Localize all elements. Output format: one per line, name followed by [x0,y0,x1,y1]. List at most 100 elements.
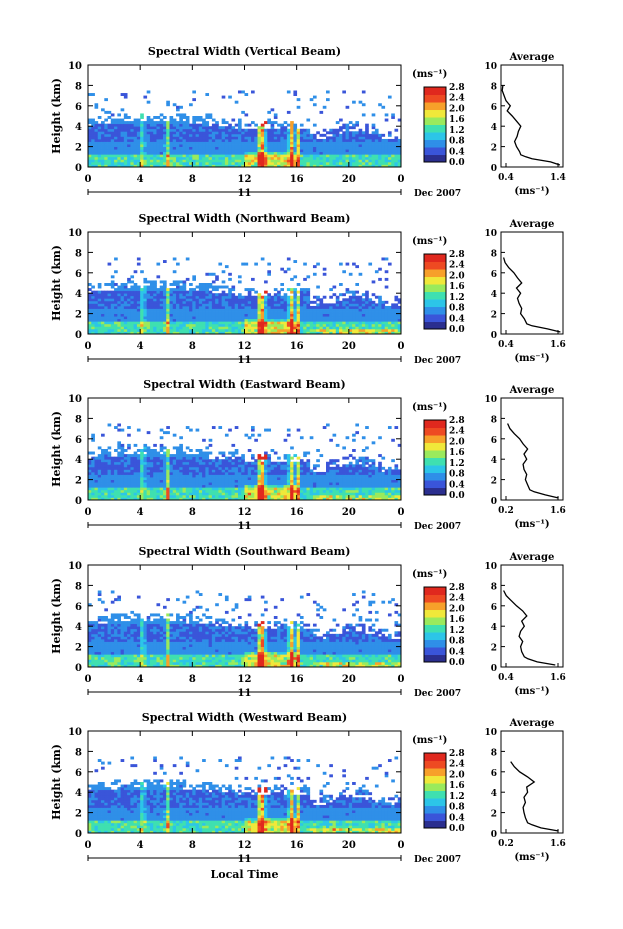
heatmap-cell [179,144,183,147]
heatmap-cell [244,469,249,473]
heatmap-cell [88,464,92,468]
heatmap-cell [127,131,131,135]
heatmap-cell [371,328,376,332]
heatmap-cell [277,151,281,155]
heatmap-cell [267,133,271,137]
heatmap-cell [286,144,291,147]
heatmap-cell [218,318,223,322]
heatmap-cell [306,136,311,140]
heatmap-cell [192,326,196,330]
heatmap-cell [185,459,190,463]
heatmap-cell [270,151,275,155]
heatmap-cell [211,128,216,132]
heatmap-cell [254,316,258,320]
heatmap-cell [371,159,376,163]
heatmap-cell [114,313,118,317]
heatmap-cell [104,159,108,163]
heatmap-cell [290,144,294,147]
heatmap-cell [299,154,304,158]
heatmap-cell [303,482,307,486]
heatmap-cell [202,131,206,135]
heatmap-cell [319,298,324,302]
heatmap-cell [270,133,275,137]
colorbar-segment [424,148,446,152]
heatmap-cell [101,149,105,153]
heatmap-cell [273,497,278,501]
heatmap-cell [316,323,320,327]
heatmap-cell [192,328,196,332]
heatmap-cell [286,90,291,94]
heatmap-cell [211,298,216,302]
heatmap-cell [202,326,206,330]
heatmap-cell [117,164,121,168]
heatmap-cell [309,328,314,332]
heatmap-cell [374,151,379,155]
heatmap-cell [312,123,317,127]
heatmap-cell [218,131,223,135]
heatmap-cell [309,144,314,147]
heatmap-cell [309,497,314,501]
heatmap-cell [299,316,304,320]
heatmap-cell [361,313,366,317]
heatmap-cell [114,298,118,302]
heatmap-cell [107,293,112,297]
heatmap-cell [149,138,154,142]
heatmap-cell [195,497,200,501]
heatmap-cell [264,161,268,165]
x-tick-label: 4 [137,174,144,185]
heatmap-cell [296,494,301,498]
heatmap-cell [290,313,294,317]
heatmap-cell [322,426,327,429]
heatmap-cell [110,469,115,473]
colorbar-segment [424,135,446,139]
heatmap-cell [329,146,333,150]
heatmap-cell [179,113,183,117]
heatmap-cell [162,141,167,145]
heatmap-cell [123,321,128,325]
heatmap-cell [146,487,151,491]
heatmap-cell [283,484,288,488]
heatmap-cell [335,295,340,299]
heatmap-cell [198,146,203,150]
heatmap-cell [368,136,373,140]
heatmap-cell [215,154,219,158]
heatmap-cell [267,487,271,491]
heatmap-cell [260,131,265,135]
heatmap-cell [97,464,102,468]
heatmap-cell [251,316,255,320]
heatmap-cell [120,482,125,486]
heatmap-cell [358,161,363,165]
heatmap-cell [251,461,255,465]
heatmap-cell [189,303,193,307]
heatmap-cell [332,331,337,335]
heatmap-cell [224,474,229,478]
heatmap-cell [185,318,190,322]
heatmap-cell [309,484,314,488]
heatmap-cell [91,459,95,463]
heatmap-cell [172,474,177,478]
heatmap-cell [185,138,190,142]
heatmap-cell [104,482,108,486]
heatmap-cell [309,151,314,155]
heatmap-cell [293,477,298,480]
heatmap-cell [352,161,356,165]
heatmap-cell [198,293,203,297]
heatmap-cell [391,303,395,307]
heatmap-cell [156,464,161,468]
heatmap-cell [117,133,121,137]
heatmap-cell [211,323,216,327]
heatmap-cell [211,131,216,135]
colorbar-segment [424,300,446,304]
heatmap-cell [319,151,324,155]
heatmap-cell [329,295,333,299]
heatmap-cell [133,293,138,297]
heatmap-cell [97,126,102,130]
heatmap-cell [208,146,213,150]
heatmap-cell [117,461,121,465]
heatmap-cell [374,326,379,330]
heatmap-cell [136,328,141,332]
heatmap-cell [358,146,363,150]
heatmap-cell [254,487,258,491]
heatmap-cell [329,318,333,322]
heatmap-cell [391,321,395,325]
